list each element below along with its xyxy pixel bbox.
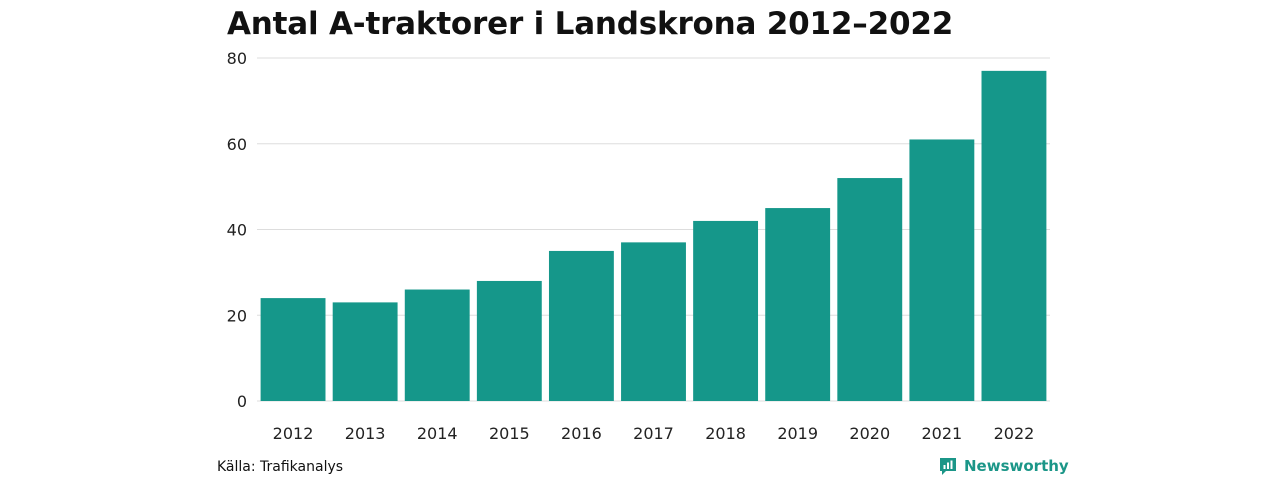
x-tick-label: 2012 [273, 424, 314, 443]
bar-2012 [260, 298, 326, 401]
bar-2017 [621, 242, 686, 401]
bar-2016 [548, 250, 614, 401]
source-note: Källa: Trafikanalys [217, 459, 344, 475]
x-tick-label: 2022 [994, 424, 1035, 443]
x-tick-label: 2019 [777, 424, 818, 443]
x-tick-label: 2021 [922, 424, 963, 443]
bar-2013 [332, 302, 398, 401]
newsworthy-logo-icon [940, 458, 956, 475]
bar-2022 [981, 70, 1047, 402]
brand-name: Newsworthy [964, 457, 1069, 475]
bar-2015 [476, 280, 542, 401]
chart-title: Antal A-traktorer i Landskrona 2012–2022 [227, 6, 954, 42]
x-tick-label: 2013 [345, 424, 386, 443]
bar-2020 [837, 178, 903, 401]
y-tick-label: 20 [227, 306, 247, 325]
bar-2021 [909, 139, 975, 401]
bars [260, 70, 1047, 402]
x-tick-label: 2014 [417, 424, 458, 443]
x-axis: 2012 2013 2014 2015 2016 2017 2018 2019 2020 2021… [273, 424, 1035, 443]
y-axis: 0 20 40 60 80 [227, 49, 247, 411]
x-tick-label: 2020 [849, 424, 890, 443]
x-tick-label: 2016 [561, 424, 602, 443]
x-tick-label: 2018 [705, 424, 746, 443]
y-tick-label: 80 [227, 49, 247, 68]
x-tick-label: 2015 [489, 424, 530, 443]
bar-2019 [765, 208, 831, 401]
y-tick-label: 60 [227, 135, 247, 154]
bar-2014 [404, 289, 470, 401]
newsworthy-brand: Newsworthy [938, 456, 1069, 476]
bar-2018 [693, 220, 759, 401]
x-tick-label: 2017 [633, 424, 674, 443]
y-tick-label: 40 [227, 221, 247, 240]
y-tick-label: 0 [237, 392, 247, 411]
